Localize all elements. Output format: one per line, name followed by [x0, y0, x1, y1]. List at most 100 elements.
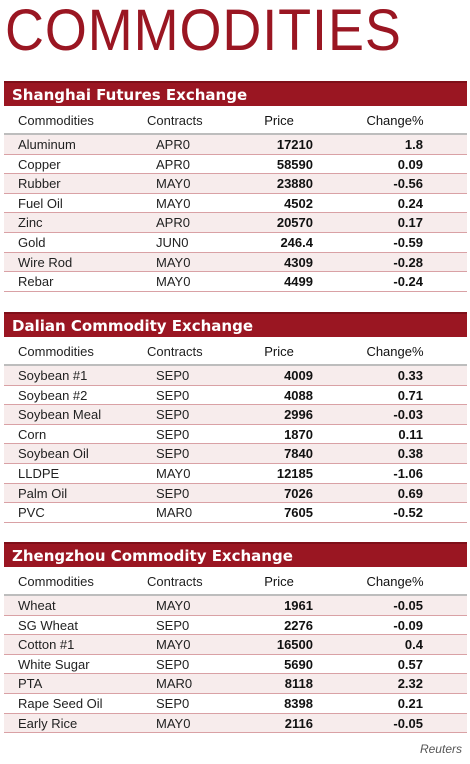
table-row: Soybean Oil SEP0 7840 0.38: [4, 444, 467, 464]
price-value: 246.4: [280, 234, 313, 250]
contract-code: MAY0: [156, 715, 191, 731]
price-value: 7840: [284, 446, 313, 462]
col-header-contracts: Contracts: [147, 574, 203, 589]
table-row: Copper APR0 58590 0.09: [4, 154, 467, 175]
contract-code: APR0: [156, 137, 190, 152]
contract-code: SEP0: [156, 617, 190, 633]
change-value: -0.09: [393, 617, 423, 633]
contract-code: SEP0: [156, 407, 190, 423]
exchange-section: Zhengzhou Commodity Exchange Commodities C…: [4, 542, 467, 734]
change-value: 0.17: [397, 215, 423, 231]
commodity-name: Soybean Meal: [18, 407, 102, 423]
commodity-name: Fuel Oil: [18, 195, 63, 211]
table-row: Zinc APR0 20570 0.17: [4, 213, 467, 233]
change-value: -1.06: [393, 465, 423, 481]
change-value: -0.24: [393, 274, 423, 290]
col-header-price: Price: [264, 113, 294, 128]
price-value: 16500: [276, 637, 313, 653]
change-value: 0.57: [397, 656, 423, 672]
change-value: 0.09: [397, 156, 423, 172]
contract-code: SEP0: [156, 695, 190, 711]
change-value: 0.11: [398, 426, 423, 442]
table-row: Cotton #1 MAY0 16500 0.4: [4, 635, 467, 655]
table-row: Early Rice MAY0 2116 -0.05: [4, 713, 467, 734]
price-value: 4009: [284, 368, 313, 383]
price-value: 2116: [284, 715, 313, 731]
commodity-name: Rebar: [18, 274, 54, 290]
commodity-name: White Sugar: [18, 656, 90, 672]
price-value: 23880: [276, 176, 313, 192]
commodity-name: PVC: [18, 505, 45, 521]
commodity-name: Zinc: [18, 215, 43, 231]
commodity-name: Corn: [18, 426, 47, 442]
price-value: 4502: [284, 195, 313, 211]
table-row: White Sugar SEP0 5690 0.57: [4, 654, 467, 675]
contract-code: MAY0: [156, 176, 191, 192]
table-row: Rebar MAY0 4499 -0.24: [4, 272, 467, 292]
table-row: Rubber MAY0 23880 -0.56: [4, 174, 467, 194]
commodity-name: PTA: [18, 676, 43, 692]
commodity-name: SG Wheat: [18, 617, 78, 633]
commodity-name: Palm Oil: [18, 485, 68, 501]
price-value: 58590: [276, 156, 313, 172]
change-value: 0.71: [397, 387, 423, 403]
commodity-name: Early Rice: [18, 715, 78, 731]
exchange-section: Shanghai Futures Exchange Commodities Cont…: [4, 81, 467, 292]
contract-code: MAY0: [156, 195, 191, 211]
contract-code: MAR0: [156, 676, 193, 692]
col-header-price: Price: [264, 344, 294, 359]
contract-code: MAY0: [156, 274, 191, 290]
contract-code: SEP0: [156, 656, 190, 672]
table-header: Commodities Contracts Price Change%: [4, 337, 467, 366]
change-value: -0.56: [393, 176, 423, 192]
contract-code: SEP0: [156, 426, 190, 442]
change-value: -0.05: [393, 598, 423, 613]
col-header-price: Price: [264, 574, 294, 589]
price-value: 4499: [284, 274, 313, 290]
commodity-name: Soybean Oil: [18, 446, 89, 462]
table-row: Soybean Meal SEP0 2996 -0.03: [4, 405, 467, 425]
price-value: 7026: [284, 485, 313, 501]
table-header: Commodities Contracts Price Change%: [4, 567, 467, 596]
price-value: 5690: [284, 656, 313, 672]
commodity-name: Gold: [18, 234, 46, 250]
col-header-commodities: Commodities: [18, 113, 94, 128]
exchange-title: Shanghai Futures Exchange: [4, 81, 467, 106]
price-value: 4088: [284, 387, 313, 403]
exchange-section: Dalian Commodity Exchange Commodities Cont…: [4, 312, 467, 523]
table-row: Corn SEP0 1870 0.11: [4, 424, 467, 445]
contract-code: APR0: [156, 215, 190, 231]
table-row: Wheat MAY0 1961 -0.05: [4, 596, 467, 616]
col-header-change: Change%: [366, 574, 424, 589]
table-header: Commodities Contracts Price Change%: [4, 106, 467, 135]
commodity-name: Rape Seed Oil: [18, 695, 103, 711]
page-title: COMMODITIES: [5, 0, 402, 63]
change-value: 0.69: [397, 485, 423, 501]
contract-code: MAY0: [156, 637, 191, 653]
col-header-contracts: Contracts: [147, 113, 203, 128]
price-value: 2276: [284, 617, 313, 633]
change-value: -0.52: [393, 505, 423, 521]
contract-code: SEP0: [156, 485, 190, 501]
price-value: 2996: [284, 407, 313, 423]
price-value: 7605: [284, 505, 313, 521]
commodity-name: Copper: [18, 156, 61, 172]
table-row: PTA MAR0 8118 2.32: [4, 674, 467, 694]
contract-code: SEP0: [156, 387, 190, 403]
table-row: Rape Seed Oil SEP0 8398 0.21: [4, 693, 467, 714]
change-value: -0.05: [393, 715, 423, 731]
exchange-title: Dalian Commodity Exchange: [4, 312, 467, 337]
contract-code: MAY0: [156, 465, 191, 481]
table-row: Soybean #2 SEP0 4088 0.71: [4, 385, 467, 406]
price-value: 8118: [284, 676, 313, 692]
change-value: 0.33: [397, 368, 423, 383]
col-header-commodities: Commodities: [18, 574, 94, 589]
price-value: 17210: [276, 137, 313, 152]
price-value: 8398: [284, 695, 313, 711]
commodity-name: Wheat: [18, 598, 56, 613]
price-value: 20570: [276, 215, 313, 231]
col-header-change: Change%: [366, 113, 424, 128]
change-value: 1.8: [404, 137, 423, 152]
table-row: Wire Rod MAY0 4309 -0.28: [4, 252, 467, 273]
commodity-name: Rubber: [18, 176, 61, 192]
